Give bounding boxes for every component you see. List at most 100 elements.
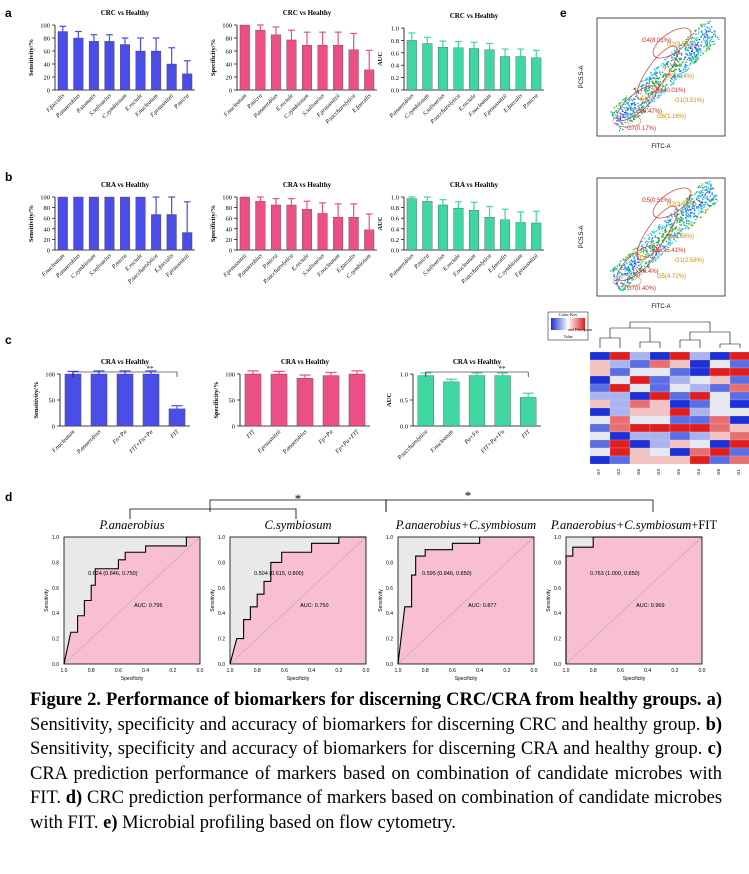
flow-event-dot [616, 281, 618, 284]
flow-event-dot [670, 64, 673, 66]
flow-event-dot [701, 208, 704, 210]
flow-event-dot [627, 279, 629, 281]
flow-event-dot [618, 272, 620, 274]
heatmap-cell [589, 407, 611, 417]
flow-event-dot [696, 44, 698, 46]
flow-event-dot [708, 187, 710, 189]
y-tick-label-b3: 0.0 [391, 248, 399, 255]
flow-event-dot [665, 79, 668, 81]
flow-event-dot [706, 47, 708, 50]
flow-event-dot [653, 242, 655, 245]
flow-event-dot [664, 86, 667, 88]
flow-event-dot [697, 195, 699, 197]
flow-event-dot [691, 221, 693, 223]
flow-event-dot [655, 78, 657, 80]
flow-event-dot [671, 235, 673, 238]
flow-event-dot [708, 192, 710, 194]
bar-b2 [286, 204, 297, 251]
heatmap-cell [589, 375, 611, 385]
flow-event-dot [653, 248, 655, 251]
flow-event-dot [616, 267, 619, 269]
flow-event-dot [705, 182, 708, 185]
bar-b1 [73, 196, 84, 251]
flow-event-dot [669, 239, 671, 241]
flow-event-dot [641, 251, 643, 253]
flow-event-dot [711, 35, 714, 38]
flow-event-dot [694, 62, 696, 64]
flow-event-dot [681, 74, 683, 77]
flow-event-dot [632, 99, 634, 102]
flow-event-dot [680, 64, 682, 67]
roc-xtick-2: 1.0 [395, 668, 402, 674]
flow-event-dot [696, 215, 699, 218]
heatmap-cell [629, 391, 651, 401]
flow-event-dot [695, 57, 697, 59]
heatmap-cell [689, 359, 711, 369]
flow-event-dot [693, 51, 695, 54]
bar-b2 [317, 213, 328, 251]
flow-event-dot [615, 117, 617, 119]
flow-event-dot [619, 118, 622, 120]
flow-event-dot [690, 208, 692, 211]
flow-event-dot [631, 115, 634, 117]
flow-event-dot [651, 249, 653, 252]
flow-event-dot [694, 45, 696, 47]
flow-event-dot [637, 256, 639, 258]
flow-event-dot [651, 246, 654, 249]
flow-event-dot [706, 35, 709, 38]
gate-outline [612, 274, 642, 288]
flow-event-dot [711, 198, 713, 200]
flow-event-dot [616, 283, 618, 285]
flow-event-dot [676, 219, 678, 221]
flow-event-dot [655, 75, 657, 77]
flow-event-dot [686, 49, 689, 51]
heatmap-cell [609, 367, 631, 377]
flow-event-dot [623, 264, 625, 267]
flow-event-dot [653, 259, 655, 261]
flow-event-dot [694, 60, 696, 62]
flow-event-dot [698, 27, 700, 29]
flow-event-dot [628, 253, 631, 256]
flow-event-dot [666, 61, 669, 63]
flow-event-dot [697, 47, 700, 49]
flow-event-dot [632, 278, 634, 280]
heatmap-cell [589, 391, 611, 401]
heatmap-col-label: G6 [636, 469, 641, 476]
roc-xtick-1: 0.4 [308, 668, 315, 674]
flow-event-dot [693, 58, 695, 60]
flow-event-dot [677, 75, 679, 78]
flow-event-dot [708, 200, 711, 202]
flow-event-dot [670, 70, 673, 73]
flow-event-dot [676, 236, 678, 238]
bar-a2 [364, 69, 375, 91]
heatmap-cell [649, 399, 671, 409]
flow-event-dot [658, 256, 660, 258]
flow-event-dot [674, 208, 677, 210]
flow-event-dot [619, 127, 622, 129]
flow-event-dot [673, 233, 676, 236]
flow-event-dot [658, 229, 660, 231]
flow-event-dot [695, 59, 697, 62]
flow-event-dot [646, 83, 648, 85]
flow-event-dot [652, 92, 655, 95]
flow-event-dot [684, 56, 687, 58]
flow-event-dot [691, 58, 693, 61]
flow-event-dot [624, 264, 626, 266]
flow-event-dot [625, 268, 628, 270]
flow-event-dot [692, 200, 694, 203]
flow-event-dot [648, 89, 650, 91]
roc-xlabel-3: Specificity [623, 676, 646, 682]
flow-event-dot [674, 63, 676, 66]
flow-event-dot [692, 43, 694, 45]
flow-event-dot [676, 218, 678, 220]
flow-event-dot [687, 205, 690, 207]
roc-ytick-1: 0.6 [218, 586, 225, 592]
flow-event-dot [661, 228, 663, 230]
flow-event-dot [646, 77, 648, 79]
flow-event-dot [674, 65, 677, 67]
flow-event-dot [696, 54, 699, 56]
flow-event-dot [663, 237, 666, 239]
flow-event-dot [684, 63, 686, 66]
flow-event-dot [637, 84, 639, 87]
flow-event-dot [613, 275, 616, 277]
